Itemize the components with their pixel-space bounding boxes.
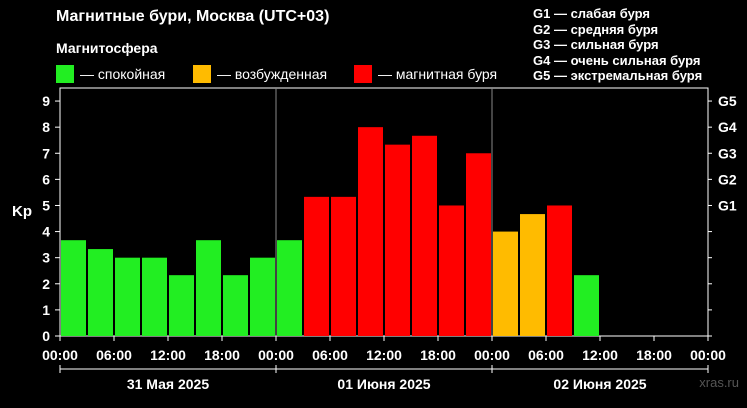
day-label: 02 Июня 2025 — [553, 376, 646, 392]
x-tick-label: 06:00 — [312, 347, 348, 363]
kp-bar — [88, 249, 113, 336]
kp-bar — [61, 240, 86, 336]
y-axis-label: Kp — [12, 203, 32, 220]
g-tick-label: G5 — [718, 93, 737, 109]
kp-bar — [196, 240, 221, 336]
day-label: 31 Мая 2025 — [127, 376, 209, 392]
y-tick-label: 7 — [42, 145, 50, 161]
legend-item-storm: — магнитная буря — [354, 65, 497, 83]
day-label: 01 Июня 2025 — [337, 376, 430, 392]
g-tick-label: G4 — [718, 119, 737, 135]
y-tick-label: 6 — [42, 171, 50, 187]
g-scale-legend: G1 — слабая буря G2 — средняя буря G3 — … — [533, 6, 702, 84]
x-tick-label: 12:00 — [366, 347, 402, 363]
y-tick-label: 3 — [42, 250, 50, 266]
kp-bar — [520, 214, 545, 336]
kp-bar — [574, 275, 599, 336]
kp-bar — [277, 240, 302, 336]
x-tick-label: 18:00 — [420, 347, 456, 363]
x-tick-label: 00:00 — [474, 347, 510, 363]
kp-bar — [169, 275, 194, 336]
g-tick-label: G1 — [718, 197, 737, 213]
x-tick-label: 00:00 — [42, 347, 78, 363]
kp-bar — [304, 196, 329, 336]
kp-bar — [547, 205, 572, 336]
y-tick-label: 1 — [42, 302, 50, 318]
kp-bar — [223, 275, 248, 336]
kp-bar — [358, 127, 383, 336]
g-tick-label: G3 — [718, 145, 737, 161]
y-tick-label: 8 — [42, 119, 50, 135]
chart-title: Магнитные бури, Москва (UTC+03) — [56, 8, 330, 25]
y-tick-label: 2 — [42, 276, 50, 292]
legend-swatch-storm — [354, 65, 372, 83]
kp-bar — [412, 135, 437, 336]
kp-bar — [493, 231, 518, 336]
kp-bar — [250, 257, 275, 336]
x-tick-label: 12:00 — [150, 347, 186, 363]
g-scale-g3: G3 — сильная буря — [533, 37, 659, 52]
y-tick-label: 4 — [42, 224, 50, 240]
x-tick-label: 18:00 — [636, 347, 672, 363]
g-scale-g2: G2 — средняя буря — [533, 21, 659, 37]
kp-bar — [439, 205, 464, 336]
legend-swatch-quiet — [56, 65, 74, 83]
x-tick-label: 06:00 — [528, 347, 564, 363]
watermark: xras.ru — [699, 375, 739, 390]
g-tick-label: G2 — [718, 171, 737, 187]
legend-label-storm: — магнитная буря — [378, 66, 498, 82]
kp-bar — [115, 257, 140, 336]
legend-label-active: — возбужденная — [217, 66, 328, 82]
g-scale-g1: G1 — слабая буря — [533, 6, 651, 21]
legend-swatch-active — [193, 65, 211, 83]
legend-item-quiet: — спокойная — [56, 65, 165, 83]
kp-bar — [331, 196, 356, 336]
y-tick-label: 9 — [42, 93, 50, 109]
g-scale-g5: G5 — экстремальная буря — [533, 68, 703, 83]
y-tick-label: 0 — [42, 328, 50, 344]
x-tick-label: 06:00 — [96, 347, 132, 363]
y-tick-label: 5 — [42, 197, 50, 213]
legend-item-active: — возбужденная — [193, 65, 327, 83]
kp-bar — [466, 153, 491, 336]
x-tick-label: 00:00 — [258, 347, 294, 363]
g-scale-g4: G4 — очень сильная буря — [533, 52, 701, 68]
x-tick-label: 00:00 — [690, 347, 726, 363]
kp-bar — [385, 144, 410, 336]
kp-bar — [142, 257, 167, 336]
x-tick-label: 12:00 — [582, 347, 618, 363]
x-tick-label: 18:00 — [204, 347, 240, 363]
legend-label-quiet: — спокойная — [80, 66, 166, 82]
legend-title: Магнитосфера — [56, 40, 158, 56]
